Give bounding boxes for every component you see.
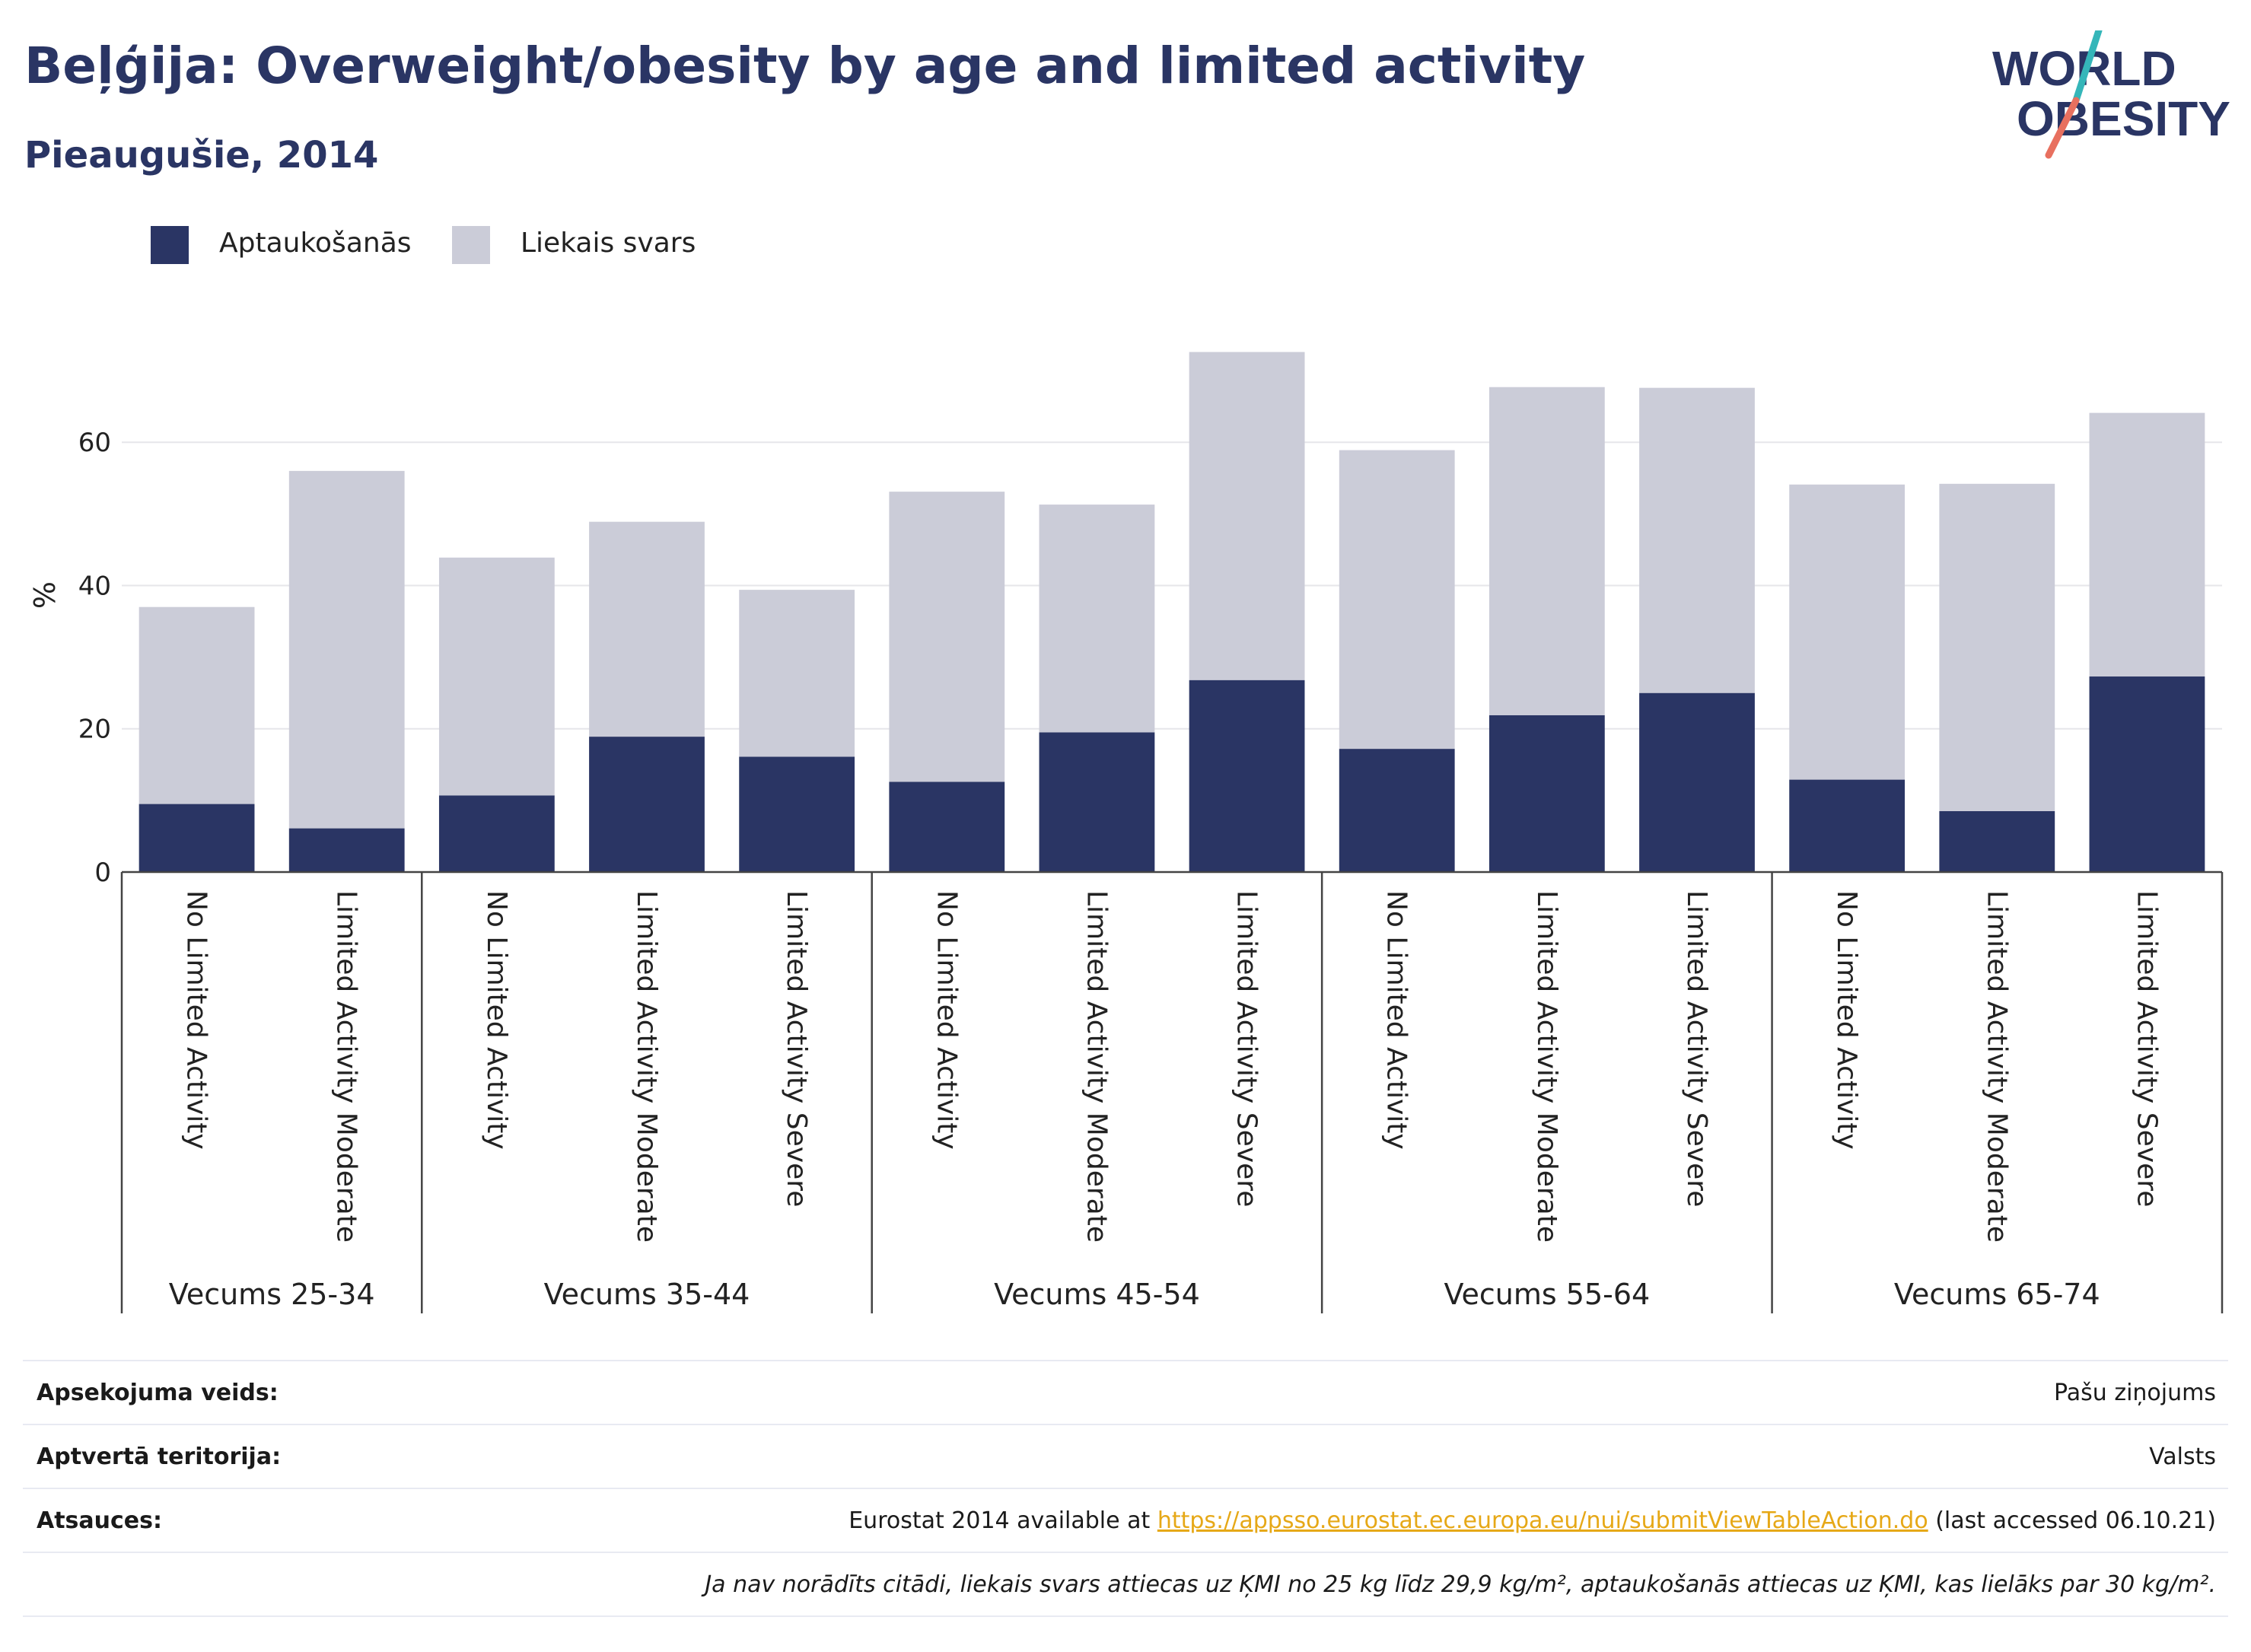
bar-overweight	[889, 492, 1005, 782]
bar-overweight	[1339, 450, 1455, 750]
bar-overweight	[1189, 352, 1305, 680]
group-label: Vecums 35-44	[544, 1278, 750, 1311]
x-tick-label: Limited Activity Severe	[781, 890, 812, 1207]
x-tick-label: No Limited Activity	[1381, 890, 1412, 1150]
bar-obesity	[589, 737, 705, 872]
reference-prefix: Eurostat 2014 available at	[849, 1507, 1157, 1534]
x-tick-label: Limited Activity Moderate	[1081, 890, 1112, 1243]
info-row-survey-type: Apsekojuma veids: Pašu ziņojums	[23, 1360, 2228, 1424]
logo-line-2: OBESITY	[2017, 91, 2230, 146]
y-tick-label: 60	[78, 428, 111, 458]
chart-title: Beļģija: Overweight/obesity by age and l…	[24, 37, 1586, 95]
legend-label-obesity: Aptaukošanās	[219, 228, 412, 259]
group-label: Vecums 45-54	[994, 1278, 1200, 1311]
info-row-references: Atsauces: Eurostat 2014 available at htt…	[23, 1488, 2228, 1552]
x-tick-label: Limited Activity Moderate	[1981, 890, 2012, 1243]
y-tick-label: 40	[78, 571, 111, 601]
bar-obesity	[1339, 749, 1455, 872]
info-label-survey-type: Apsekojuma veids:	[37, 1380, 279, 1406]
info-row-territory: Aptvertā teritorija: Valsts	[23, 1424, 2228, 1488]
group-label: Vecums 65-74	[1894, 1278, 2100, 1311]
info-value-survey-type: Pašu ziņojums	[2054, 1380, 2216, 1406]
bar-obesity	[1039, 732, 1155, 872]
group-label: Vecums 25-34	[169, 1278, 375, 1311]
bmi-definition-note: Ja nav norādīts citādi, liekais svars at…	[705, 1571, 2216, 1598]
info-label-references: Atsauces:	[37, 1507, 162, 1534]
bar-overweight	[1639, 387, 1755, 693]
bar-overweight	[2089, 412, 2205, 677]
world-obesity-logo: WORLD OBESITY	[1992, 30, 2230, 159]
logo-slash-coral	[2045, 97, 2080, 159]
legend-swatch-obesity	[151, 226, 189, 264]
x-tick-label: Limited Activity Moderate	[331, 890, 362, 1243]
x-tick-label: Limited Activity Severe	[1681, 890, 1712, 1207]
bar-overweight	[1939, 483, 2055, 811]
info-row-note: Ja nav norādīts citādi, liekais svars at…	[23, 1552, 2228, 1617]
legend-swatch-overweight	[452, 226, 490, 264]
bar-obesity	[438, 795, 555, 872]
x-tick-label: No Limited Activity	[931, 890, 962, 1150]
bar-overweight	[288, 470, 405, 829]
bar-overweight	[138, 606, 255, 804]
eurostat-link[interactable]: https://appsso.eurostat.ec.europa.eu/nui…	[1157, 1507, 1928, 1534]
bar-overweight	[589, 521, 705, 737]
bar-obesity	[1488, 715, 1605, 872]
bar-obesity	[138, 804, 255, 872]
bar-obesity	[288, 828, 405, 872]
info-label-territory: Aptvertā teritorija:	[37, 1444, 282, 1470]
bar-overweight	[1039, 505, 1155, 733]
info-value-territory: Valsts	[2149, 1444, 2216, 1470]
info-table: Apsekojuma veids: Pašu ziņojums Aptvertā…	[23, 1360, 2228, 1617]
reference-suffix: (last accessed 06.10.21)	[1928, 1507, 2216, 1534]
info-value-references: Eurostat 2014 available at https://appss…	[849, 1507, 2216, 1534]
y-tick-label: 20	[78, 715, 111, 745]
bar-overweight	[1789, 484, 1906, 780]
x-tick-label: No Limited Activity	[1831, 890, 1862, 1150]
legend-label-overweight: Liekais svars	[521, 228, 696, 259]
x-tick-label: No Limited Activity	[181, 890, 212, 1150]
bar-overweight	[438, 557, 555, 796]
logo-slash-teal	[2072, 30, 2103, 104]
bar-obesity	[739, 756, 855, 872]
bar-obesity	[2089, 676, 2205, 872]
chart-subtitle: Pieaugušie, 2014	[24, 134, 379, 177]
bar-overweight	[739, 590, 855, 757]
bar-overweight	[1488, 387, 1605, 715]
bar-obesity	[1789, 779, 1906, 872]
bar-obesity	[1939, 810, 2055, 872]
bar-obesity	[1189, 680, 1305, 872]
bar-obesity	[1639, 692, 1755, 872]
x-tick-label: Limited Activity Moderate	[631, 890, 662, 1243]
x-tick-label: No Limited Activity	[481, 890, 512, 1150]
x-tick-label: Limited Activity Severe	[2131, 890, 2162, 1207]
x-tick-label: Limited Activity Severe	[1231, 890, 1262, 1207]
bar-obesity	[889, 781, 1005, 872]
stacked-bar-chart: 0 20 40 60% No Limited Activity Limited Activ…	[28, 352, 2224, 1313]
group-label: Vecums 55-64	[1444, 1278, 1650, 1311]
x-tick-label: Limited Activity Moderate	[1531, 890, 1562, 1243]
y-axis-title: %	[28, 581, 62, 609]
y-tick-label: 0	[94, 858, 111, 888]
